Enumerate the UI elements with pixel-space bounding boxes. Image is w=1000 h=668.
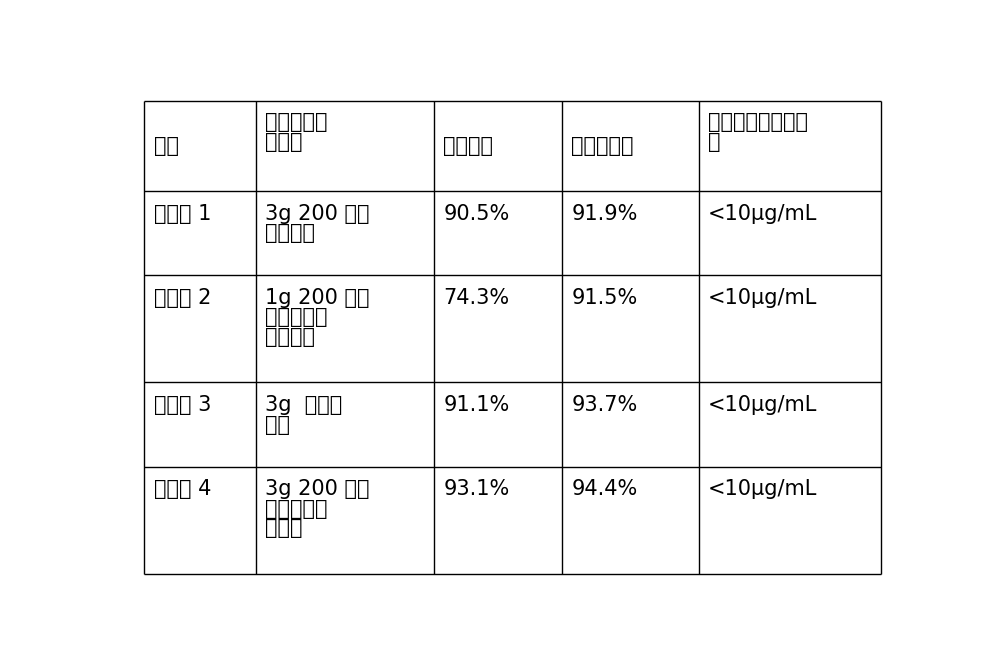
Text: 钼在洗脱液中的残: 钼在洗脱液中的残	[708, 112, 808, 132]
Text: 实施例 4: 实施例 4	[154, 480, 211, 500]
Text: 实施例 3: 实施例 3	[154, 395, 211, 415]
Text: 91.1%: 91.1%	[443, 395, 509, 415]
Text: <10μg/mL: <10μg/mL	[708, 480, 817, 500]
Text: 3g  煤质活: 3g 煤质活	[265, 395, 343, 415]
Text: 实施例 1: 实施例 1	[154, 204, 211, 224]
Text: 性炭: 性炭	[265, 415, 290, 435]
Text: 钼的回收率: 钼的回收率	[571, 136, 634, 156]
Text: 3g 200 目微: 3g 200 目微	[265, 480, 370, 500]
Text: <10μg/mL: <10μg/mL	[708, 204, 817, 224]
Text: 波改性椰壳: 波改性椰壳	[265, 499, 328, 519]
Text: 活性炭: 活性炭	[265, 518, 303, 538]
Text: 锝的收率: 锝的收率	[443, 136, 493, 156]
Text: 74.3%: 74.3%	[443, 288, 509, 308]
Text: 94.4%: 94.4%	[571, 480, 638, 500]
Text: <10μg/mL: <10μg/mL	[708, 395, 817, 415]
Text: 的差异: 的差异	[265, 132, 303, 152]
Text: 壳活性炭制: 壳活性炭制	[265, 307, 328, 327]
Text: 成色层柱: 成色层柱	[265, 327, 315, 347]
Text: 91.9%: 91.9%	[571, 204, 638, 224]
Text: 90.5%: 90.5%	[443, 204, 509, 224]
Text: <10μg/mL: <10μg/mL	[708, 288, 817, 308]
Text: 93.1%: 93.1%	[443, 480, 509, 500]
Text: 3g 200 目椰: 3g 200 目椰	[265, 204, 370, 224]
Text: 实施例 2: 实施例 2	[154, 288, 211, 308]
Text: 91.5%: 91.5%	[571, 288, 638, 308]
Text: 留: 留	[708, 132, 720, 152]
Text: 壳活性炭: 壳活性炭	[265, 223, 315, 243]
Text: 组别: 组别	[154, 136, 179, 156]
Text: 1g 200 目椰: 1g 200 目椰	[265, 288, 370, 308]
Text: 实施例之间: 实施例之间	[265, 112, 328, 132]
Text: 93.7%: 93.7%	[571, 395, 638, 415]
